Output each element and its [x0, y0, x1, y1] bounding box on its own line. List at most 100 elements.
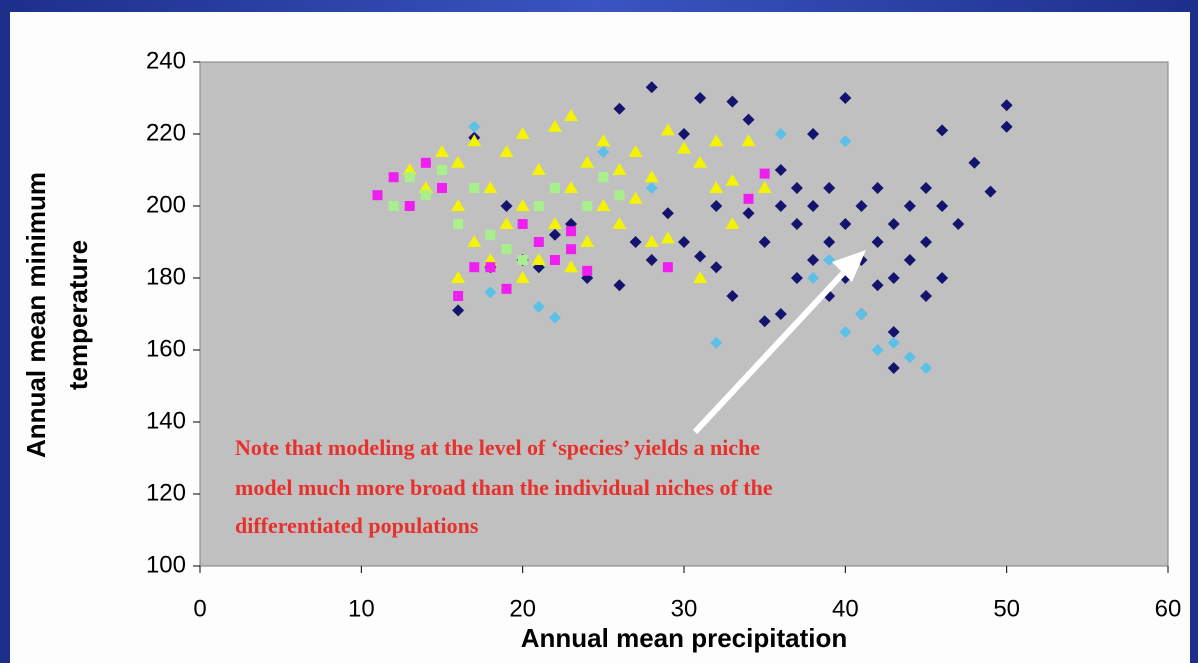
- y-axis-title: temperature: [63, 240, 93, 390]
- point: [709, 134, 724, 147]
- point: [453, 291, 464, 301]
- point: [629, 236, 642, 248]
- point: [710, 200, 723, 212]
- point: [855, 200, 868, 212]
- y-tick-label: 120: [146, 479, 186, 506]
- point: [660, 231, 675, 244]
- point: [694, 92, 707, 104]
- point: [533, 237, 544, 247]
- point: [774, 128, 787, 140]
- point: [467, 134, 482, 147]
- point: [774, 308, 787, 320]
- point: [743, 193, 754, 204]
- point: [644, 170, 659, 183]
- point: [871, 279, 884, 292]
- point: [758, 315, 771, 328]
- point: [839, 326, 852, 338]
- point: [1000, 120, 1013, 133]
- arrow-shaft: [692, 265, 851, 435]
- point: [467, 235, 482, 247]
- point: [549, 255, 560, 265]
- point: [388, 201, 399, 211]
- point: [628, 145, 643, 157]
- point: [710, 261, 723, 274]
- point: [566, 226, 577, 237]
- point: [547, 119, 562, 132]
- point: [614, 190, 625, 201]
- point: [501, 283, 512, 294]
- point: [936, 200, 949, 212]
- point: [483, 181, 498, 193]
- point: [887, 326, 900, 338]
- annotation: Note that modeling at the level of ‘spec…: [235, 435, 760, 460]
- point: [515, 271, 530, 283]
- point: [661, 207, 674, 220]
- point: [564, 260, 579, 273]
- x-tick-label: 0: [193, 595, 206, 622]
- point: [435, 145, 449, 157]
- point: [660, 123, 675, 136]
- point: [774, 164, 787, 176]
- point: [871, 344, 884, 356]
- point: [952, 218, 965, 230]
- y-tick-label: 240: [146, 47, 186, 74]
- point: [564, 181, 579, 193]
- point: [903, 200, 916, 212]
- point: [485, 229, 496, 240]
- point: [402, 163, 417, 175]
- point: [532, 300, 545, 313]
- point: [372, 190, 383, 201]
- point: [871, 182, 884, 194]
- point: [628, 191, 643, 204]
- point: [517, 219, 528, 229]
- x-tick-label: 60: [1155, 595, 1182, 622]
- x-tick-label: 40: [832, 595, 859, 622]
- point: [485, 262, 496, 273]
- point: [564, 109, 579, 121]
- annotation: model much more broad than the individua…: [235, 475, 773, 500]
- point: [453, 219, 464, 229]
- point: [726, 290, 739, 302]
- point: [597, 146, 610, 158]
- y-tick-label: 160: [146, 335, 186, 362]
- point: [920, 182, 932, 194]
- point: [437, 165, 447, 175]
- point: [887, 272, 900, 284]
- point: [451, 271, 466, 283]
- point: [742, 207, 755, 220]
- x-axis-title: Annual mean precipitation: [521, 623, 848, 653]
- point: [596, 134, 611, 147]
- point: [823, 182, 836, 194]
- arrow-head: [832, 250, 866, 282]
- point: [677, 141, 691, 154]
- point: [500, 200, 513, 212]
- point: [920, 236, 932, 248]
- point: [645, 254, 658, 266]
- point: [725, 217, 740, 229]
- y-tick-label: 180: [146, 263, 186, 290]
- point: [404, 201, 415, 211]
- point: [725, 173, 740, 186]
- y-tick-label: 220: [146, 119, 186, 146]
- point: [580, 235, 595, 247]
- point: [839, 135, 852, 148]
- point: [437, 183, 447, 193]
- point: [693, 155, 708, 168]
- point: [807, 128, 820, 140]
- point: [662, 262, 673, 273]
- y-tick-label: 140: [146, 407, 186, 434]
- point: [726, 95, 739, 108]
- point: [694, 250, 707, 263]
- point: [920, 290, 932, 302]
- point: [678, 236, 690, 248]
- point: [548, 311, 561, 324]
- point: [709, 181, 724, 193]
- y-axis-title: Annual mean minimum: [21, 172, 51, 458]
- point: [823, 236, 836, 248]
- y-tick-label: 200: [146, 191, 186, 218]
- point: [469, 262, 480, 273]
- point: [612, 217, 627, 229]
- point: [612, 163, 627, 175]
- point: [887, 336, 900, 349]
- point: [1000, 99, 1013, 112]
